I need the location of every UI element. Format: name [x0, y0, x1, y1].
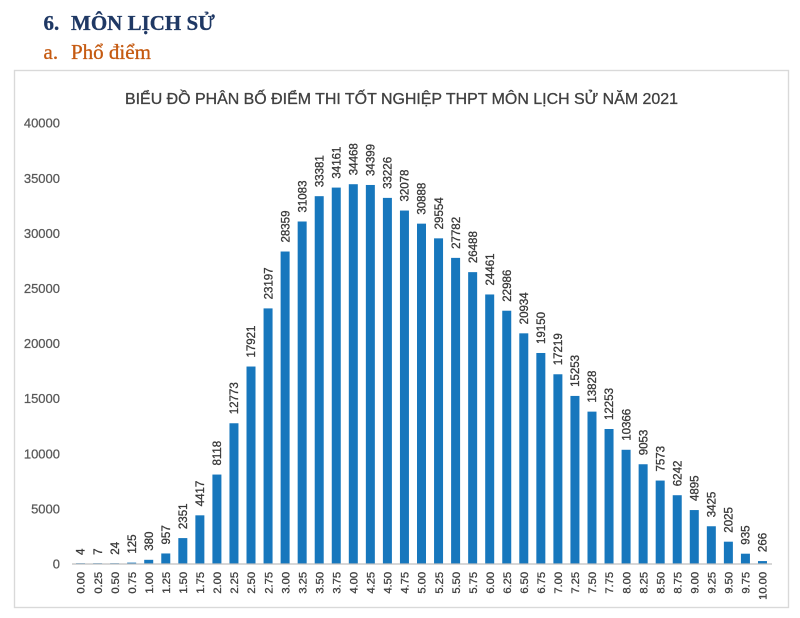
- svg-text:2.00: 2.00: [212, 572, 224, 594]
- svg-text:2025: 2025: [724, 507, 736, 533]
- svg-text:20934: 20934: [519, 292, 531, 325]
- svg-text:9.25: 9.25: [707, 572, 719, 594]
- svg-text:3425: 3425: [707, 492, 719, 518]
- svg-text:25000: 25000: [24, 281, 60, 296]
- svg-text:6.75: 6.75: [536, 572, 548, 594]
- svg-text:6.00: 6.00: [485, 572, 497, 594]
- svg-text:15000: 15000: [24, 391, 60, 406]
- svg-text:5000: 5000: [31, 501, 60, 516]
- svg-text:28359: 28359: [280, 211, 292, 243]
- svg-text:12253: 12253: [604, 388, 616, 420]
- svg-text:a.: a.: [44, 40, 59, 64]
- svg-text:3.00: 3.00: [280, 572, 292, 594]
- svg-text:1.75: 1.75: [195, 572, 207, 594]
- svg-text:5.75: 5.75: [468, 572, 480, 594]
- svg-text:34468: 34468: [349, 143, 361, 175]
- svg-text:5.50: 5.50: [451, 572, 463, 594]
- svg-text:7.50: 7.50: [587, 572, 599, 594]
- svg-text:33226: 33226: [383, 157, 395, 189]
- svg-text:4.25: 4.25: [366, 572, 378, 594]
- svg-text:4895: 4895: [689, 475, 701, 501]
- svg-text:22986: 22986: [502, 270, 514, 302]
- svg-text:BIỂU ĐỒ PHÂN BỐ ĐIỂM THI TỐT N: BIỂU ĐỒ PHÂN BỐ ĐIỂM THI TỐT NGHIỆP THPT…: [125, 90, 678, 108]
- svg-text:33381: 33381: [314, 155, 326, 187]
- svg-text:17219: 17219: [553, 333, 565, 365]
- svg-text:8.50: 8.50: [655, 572, 667, 594]
- svg-text:34161: 34161: [331, 147, 343, 179]
- svg-text:19150: 19150: [536, 312, 548, 344]
- svg-text:15253: 15253: [570, 355, 582, 387]
- svg-text:4417: 4417: [195, 481, 207, 507]
- svg-text:12773: 12773: [229, 382, 241, 414]
- svg-text:0.25: 0.25: [93, 572, 105, 594]
- svg-text:3.25: 3.25: [297, 572, 309, 594]
- svg-text:9.75: 9.75: [741, 572, 753, 594]
- svg-text:34399: 34399: [366, 144, 378, 176]
- svg-text:24461: 24461: [485, 253, 497, 285]
- svg-text:32078: 32078: [400, 170, 412, 202]
- svg-text:0.00: 0.00: [76, 572, 88, 594]
- svg-text:2.75: 2.75: [263, 572, 275, 594]
- svg-text:7573: 7573: [655, 446, 667, 472]
- svg-text:6.25: 6.25: [502, 572, 514, 594]
- svg-text:6.: 6.: [44, 11, 60, 35]
- svg-text:2.25: 2.25: [229, 572, 241, 594]
- svg-text:10366: 10366: [621, 409, 633, 441]
- svg-text:957: 957: [161, 525, 173, 544]
- svg-text:935: 935: [741, 526, 753, 545]
- svg-text:9053: 9053: [638, 430, 650, 456]
- svg-text:13828: 13828: [587, 371, 599, 403]
- svg-text:7.75: 7.75: [604, 572, 616, 594]
- svg-text:Phổ điểm: Phổ điểm: [71, 40, 151, 64]
- svg-text:MÔN LỊCH SỬ: MÔN LỊCH SỬ: [71, 11, 215, 35]
- svg-text:35000: 35000: [24, 171, 60, 186]
- svg-text:4: 4: [76, 548, 88, 555]
- svg-text:26488: 26488: [468, 231, 480, 263]
- svg-text:31083: 31083: [297, 181, 309, 213]
- svg-text:8.75: 8.75: [672, 572, 684, 594]
- svg-text:7.25: 7.25: [570, 572, 582, 594]
- svg-text:9.50: 9.50: [724, 572, 736, 594]
- svg-text:2351: 2351: [178, 503, 190, 529]
- svg-text:4.50: 4.50: [383, 572, 395, 594]
- svg-text:9.00: 9.00: [689, 572, 701, 594]
- svg-text:380: 380: [144, 532, 156, 551]
- svg-text:24: 24: [110, 541, 122, 554]
- svg-text:5.25: 5.25: [434, 572, 446, 594]
- svg-text:6242: 6242: [672, 461, 684, 487]
- svg-text:40000: 40000: [24, 116, 60, 131]
- svg-text:0: 0: [53, 557, 60, 572]
- svg-text:10000: 10000: [24, 446, 60, 461]
- svg-text:266: 266: [758, 533, 770, 552]
- svg-text:17921: 17921: [246, 326, 258, 358]
- svg-text:125: 125: [127, 534, 139, 553]
- svg-text:5.00: 5.00: [417, 572, 429, 594]
- svg-text:1.50: 1.50: [178, 572, 190, 594]
- svg-text:1.00: 1.00: [144, 572, 156, 594]
- svg-text:30888: 30888: [417, 183, 429, 215]
- svg-text:23197: 23197: [263, 267, 275, 299]
- svg-text:0.75: 0.75: [127, 572, 139, 594]
- svg-text:7: 7: [93, 549, 105, 555]
- svg-text:30000: 30000: [24, 226, 60, 241]
- svg-text:20000: 20000: [24, 336, 60, 351]
- svg-text:8.25: 8.25: [638, 572, 650, 594]
- svg-text:1.25: 1.25: [161, 572, 173, 594]
- svg-text:6.50: 6.50: [519, 572, 531, 594]
- svg-text:4.00: 4.00: [349, 572, 361, 594]
- svg-text:29554: 29554: [434, 197, 446, 230]
- svg-text:4.75: 4.75: [400, 572, 412, 594]
- svg-text:7.00: 7.00: [553, 572, 565, 594]
- svg-text:27782: 27782: [451, 217, 463, 249]
- svg-text:8.00: 8.00: [621, 572, 633, 594]
- svg-text:8118: 8118: [212, 441, 224, 466]
- svg-text:10.00: 10.00: [758, 572, 770, 600]
- svg-text:3.75: 3.75: [331, 572, 343, 594]
- svg-text:0.50: 0.50: [110, 572, 122, 594]
- svg-text:2.50: 2.50: [246, 572, 258, 594]
- svg-text:3.50: 3.50: [314, 572, 326, 594]
